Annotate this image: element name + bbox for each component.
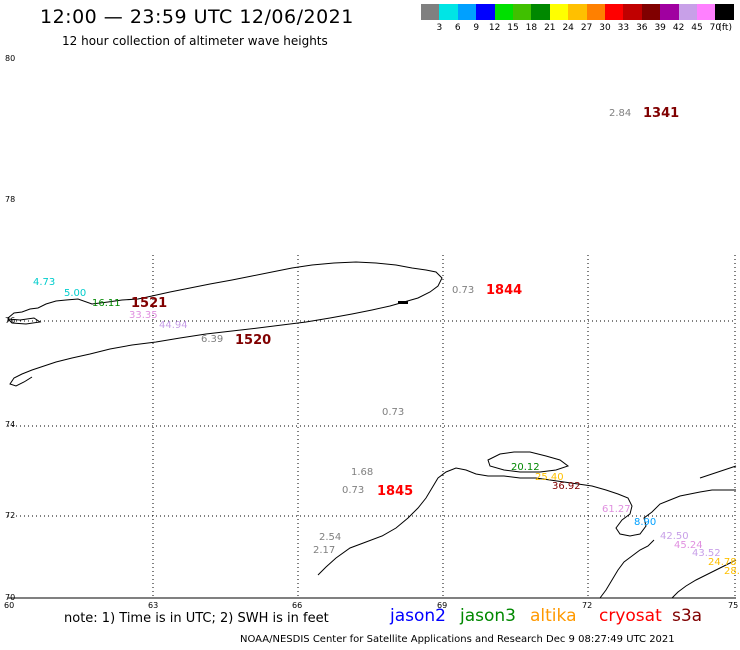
- coastline-north: [7, 261, 443, 387]
- legend-label: 15: [507, 23, 519, 33]
- wave-height-label: 20.12: [511, 462, 540, 473]
- satellite-jason3: jason3: [460, 606, 516, 626]
- wave-height-label: 61.27: [602, 504, 631, 515]
- wave-height-label: 36.92: [552, 481, 581, 492]
- pass-time-label: 1845: [377, 484, 414, 499]
- lat-label-70: 70: [5, 593, 16, 602]
- wave-height-label: 1.68: [351, 467, 374, 478]
- legend-swatch: [421, 4, 440, 20]
- wave-height-label: 43.52: [692, 548, 721, 559]
- lat-label-78: 78: [5, 195, 16, 204]
- coastline-south-2: [671, 559, 737, 599]
- map-title: 12:00 — 23:59 UTC 12/06/2021: [40, 6, 354, 28]
- legend-label: 18: [525, 23, 538, 33]
- legend-swatch: [715, 4, 735, 20]
- wave-height-label: 0.73: [382, 407, 405, 418]
- lon-label-72: 72: [582, 601, 593, 610]
- lon-label-66: 66: [292, 601, 303, 610]
- wave-height-label: 24.78: [708, 557, 737, 568]
- legend-label: 12: [488, 23, 501, 33]
- wave-height-label: 2.54: [319, 532, 342, 543]
- legend-swatch: [641, 4, 661, 20]
- legend-swatch: [457, 4, 477, 20]
- coastline-south: [317, 467, 736, 576]
- legend-label: 6: [454, 23, 461, 33]
- island-dark: [398, 301, 408, 304]
- note-text: note: 1) Time is in UTC; 2) SWH is in fe…: [64, 611, 329, 626]
- grid-lines: [8, 255, 736, 598]
- satellite-s3a: s3a: [672, 606, 703, 626]
- wave-height-label: 8.90: [634, 517, 657, 528]
- satellite-cryosat: cryosat: [599, 606, 662, 626]
- lon-label-63: 63: [148, 601, 159, 610]
- legend-label: 70: [709, 23, 722, 33]
- lon-label-75: 75: [728, 601, 739, 610]
- legend-label: 33: [617, 23, 630, 33]
- pass-time-label: 1521: [131, 296, 168, 311]
- lat-label-74: 74: [5, 420, 16, 429]
- legend-swatch: [623, 4, 643, 20]
- wave-height-label: 5.00: [64, 288, 87, 299]
- legend-label: 9: [473, 23, 480, 33]
- wave-height-label: 25.40: [535, 472, 564, 483]
- lon-label-60: 60: [4, 601, 15, 610]
- legend-swatch: [697, 4, 716, 20]
- coastline-south-3: [599, 539, 655, 599]
- map-subtitle: 12 hour collection of altimeter wave hei…: [62, 34, 328, 48]
- wave-height-label: 44.94: [159, 320, 188, 331]
- wave-height-label: 42.50: [660, 531, 689, 542]
- legend-swatch: [531, 4, 551, 20]
- legend-swatch: [678, 4, 698, 20]
- satellite-jason2: jason2: [390, 606, 446, 626]
- wave-height-label: 33.35: [129, 310, 158, 321]
- legend-label: 3: [436, 23, 443, 33]
- legend-label: 42: [672, 23, 685, 33]
- pass-time-label: 1844: [486, 283, 523, 298]
- footer-credit: NOAA/NESDIS Center for Satellite Applica…: [240, 634, 675, 645]
- wave-height-label: 4.73: [33, 277, 56, 288]
- wave-height-label: 2.17: [313, 545, 336, 556]
- legend-swatch: [476, 4, 496, 20]
- wave-height-label: 28.7: [724, 566, 740, 577]
- legend-label: 30: [599, 23, 611, 33]
- legend-swatch: [605, 4, 624, 20]
- pass-time-label: 1520: [235, 333, 272, 348]
- legend-label: 27: [580, 23, 593, 33]
- lat-label-80: 80: [5, 54, 16, 63]
- legend-swatch: [549, 4, 569, 20]
- legend-swatch: [513, 4, 532, 20]
- legend-swatch: [568, 4, 588, 20]
- wave-height-label: 45.24: [674, 540, 703, 551]
- island-bely: [487, 451, 570, 473]
- legend-label: 21: [544, 23, 556, 33]
- satellite-altika: altika: [530, 606, 577, 626]
- legend-swatch: [494, 4, 514, 20]
- island-small: [6, 317, 42, 325]
- legend-label: 24: [562, 23, 574, 33]
- coastline-east: [699, 465, 737, 479]
- legend-swatch: [660, 4, 680, 20]
- wave-height-label: 0.73: [342, 485, 365, 496]
- legend-swatch: [586, 4, 606, 20]
- wave-height-label: 2.84: [609, 108, 632, 119]
- lat-label-76: 76: [5, 316, 16, 325]
- lat-label-72: 72: [5, 511, 16, 520]
- legend-label: 36: [636, 23, 648, 33]
- wave-height-label: 6.39: [201, 334, 224, 345]
- legend-label: 45: [691, 23, 703, 33]
- legend-swatch: [439, 4, 459, 20]
- lon-label-69: 69: [437, 601, 448, 610]
- legend-label: 39: [654, 23, 666, 33]
- pass-time-label: 1341: [643, 106, 680, 121]
- legend-unit: (ft): [718, 23, 732, 33]
- wave-height-label: 16.11: [92, 298, 121, 309]
- wave-height-label: 0.73: [452, 285, 475, 296]
